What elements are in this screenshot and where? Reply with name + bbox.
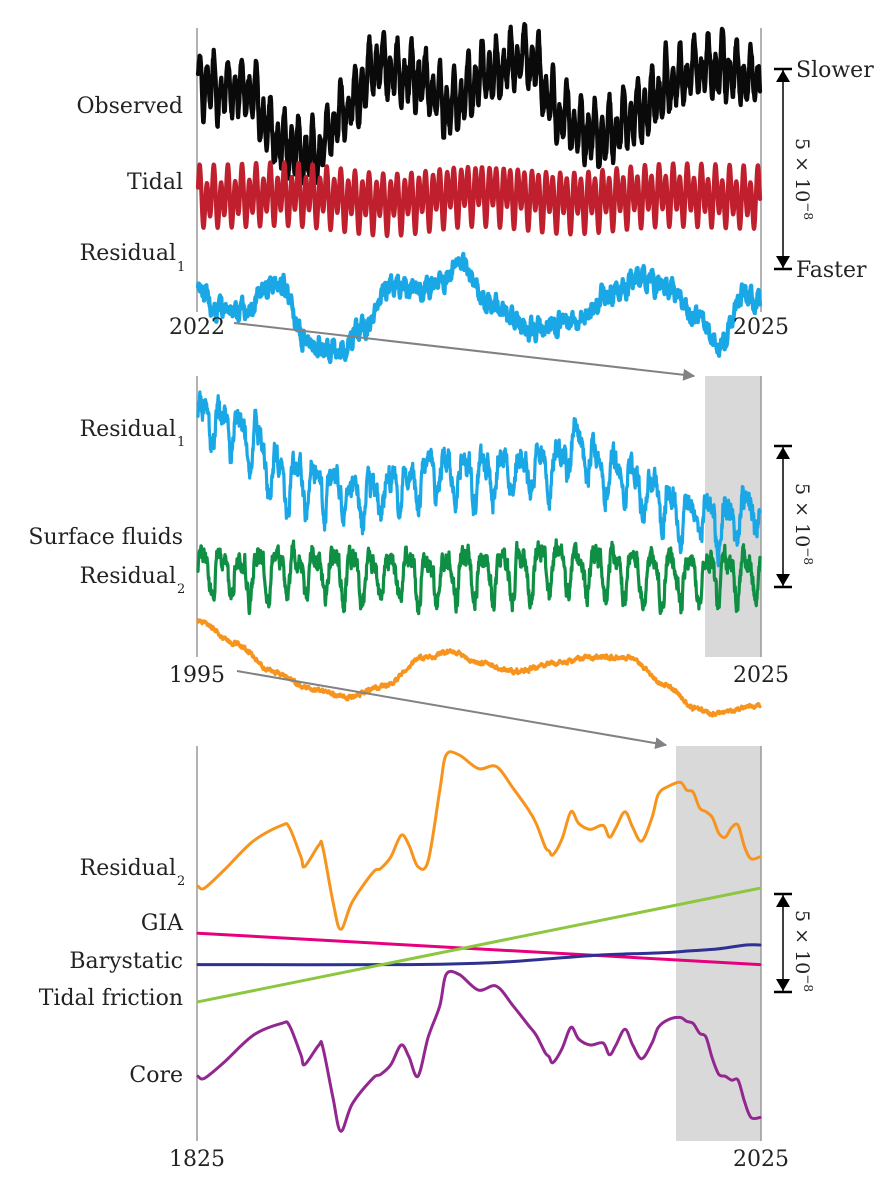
series-label-gia: GIA [141,911,184,936]
series-label-tidal: Tidal [127,170,183,195]
zoom-connector-arrow-2 [236,670,668,750]
panel-middle: Residual 1 Surface fluids Residual 2 199… [28,376,815,718]
series-label-residual2: Residual [80,564,176,589]
x-tick-end: 2025 [733,663,789,688]
series-line-surface-fluids [196,538,762,616]
x-tick-end: 2025 [733,1147,789,1172]
x-tick-start: 1825 [169,1147,225,1172]
series-label-observed: Observed [77,94,183,119]
series-label-residual2: Residual [80,856,176,881]
scale-bar: 5 × 10−8 [774,444,815,589]
scale-bar-value-exponent: −8 [801,974,815,992]
series-line-tidal [195,160,763,239]
scale-bar-value: 5 × 10−8 [791,483,815,565]
x-tick-end: 2025 [733,315,789,340]
series-label-residual1: Residual [80,417,176,442]
scale-bar-value-base: 5 × 10 [791,483,813,547]
scale-bar-value: 5 × 10−8 [791,910,815,992]
scale-bar-arrow-down-icon [776,574,790,586]
scale-bar-arrow-up-icon [776,447,790,459]
series-label-tidal-friction: Tidal friction [39,986,183,1011]
series-label-residual2-subscript: 2 [177,874,185,889]
series-layer [196,390,762,718]
scale-bar-value-base: 5 × 10 [791,138,813,202]
series-line-residual2 [196,618,762,718]
series-line-tidal-friction [196,886,762,1004]
scale-bar-arrow-up-icon [776,70,790,82]
series-line-residual1 [195,251,763,365]
scale-label-faster: Faster [796,258,867,283]
series-label-residual1: Residual [80,241,176,266]
series-label-surface-fluids: Surface fluids [28,525,183,550]
scale-bar-value-exponent: −8 [801,202,815,220]
zoom-connector-arrow-1 [233,322,696,381]
scale-bar-value-base: 5 × 10 [791,910,813,974]
x-tick-start: 1995 [169,663,225,688]
series-line-observed [195,22,763,186]
series-line-core [196,969,762,1133]
series-label-barystatic: Barystatic [69,949,183,974]
scale-bar: 5 × 10−8 Slower Faster [774,58,874,283]
series-layer [196,750,762,1133]
x-tick-start: 2022 [169,315,225,340]
scale-bar-arrow-down-icon [776,979,790,991]
panel-bottom: Residual 2 GIA Barystatic Tidal friction… [39,746,815,1172]
series-line-residual2 [196,750,762,931]
scale-bar-value-exponent: −8 [801,547,815,565]
series-label-residual1-subscript: 1 [177,260,185,275]
series-label-core: Core [129,1063,183,1088]
scale-bar-arrow-down-icon [776,256,790,268]
scale-bar-value: 5 × 10−8 [791,138,815,220]
series-label-residual1-subscript: 1 [177,435,185,450]
series-layer [195,22,763,365]
scale-label-slower: Slower [796,58,874,83]
series-line-residual1 [196,390,762,568]
series-line-barystatic [196,943,762,967]
scale-bar: 5 × 10−8 [774,892,815,994]
series-label-residual2-subscript: 2 [177,582,185,597]
panel-top: Observed Tidal Residual 1 2022 2025 5 × … [77,22,874,365]
series-line-gia [196,931,762,967]
scale-bar-arrow-up-icon [776,895,790,907]
